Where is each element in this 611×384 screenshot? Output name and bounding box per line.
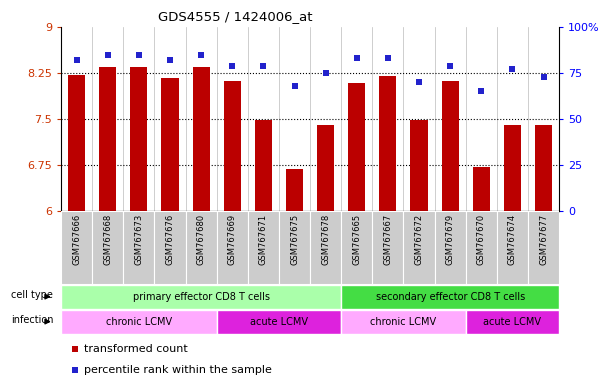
Bar [161,78,178,211]
Text: GSM767680: GSM767680 [197,214,206,265]
Bar [466,310,559,334]
Text: acute LCMV: acute LCMV [483,316,541,327]
Bar [155,211,186,284]
Text: transformed count: transformed count [84,344,188,354]
Bar [411,120,428,211]
Bar [497,211,528,284]
Bar [348,83,365,211]
Bar [434,211,466,284]
Bar [224,81,241,211]
Text: GSM767679: GSM767679 [445,214,455,265]
Bar [61,211,92,284]
Bar [473,167,490,211]
Text: chronic LCMV: chronic LCMV [370,316,436,327]
Text: GSM767670: GSM767670 [477,214,486,265]
Text: GSM767671: GSM767671 [259,214,268,265]
Text: GDS4555 / 1424006_at: GDS4555 / 1424006_at [158,10,313,23]
Text: GSM767677: GSM767677 [539,214,548,265]
Text: secondary effector CD8 T cells: secondary effector CD8 T cells [376,291,525,302]
Text: GSM767665: GSM767665 [353,214,361,265]
Bar [186,211,217,284]
Text: GSM767675: GSM767675 [290,214,299,265]
Bar [99,67,116,211]
Text: acute LCMV: acute LCMV [250,316,308,327]
Bar [341,310,466,334]
Bar [317,125,334,211]
Bar [286,169,303,211]
Bar [192,67,210,211]
Bar [217,211,248,284]
Bar [528,211,559,284]
Bar [442,81,459,211]
Text: cell type: cell type [11,290,53,300]
Text: GSM767669: GSM767669 [228,214,237,265]
Bar [279,211,310,284]
Text: GSM767666: GSM767666 [72,214,81,265]
Bar [61,310,217,334]
Text: GSM767676: GSM767676 [166,214,175,265]
Bar [217,310,341,334]
Bar [535,125,552,211]
Bar [248,211,279,284]
Bar [341,285,559,309]
Text: GSM767674: GSM767674 [508,214,517,265]
Bar [255,120,272,211]
Bar [341,211,372,284]
Bar [310,211,341,284]
Text: GSM767678: GSM767678 [321,214,330,265]
Bar [372,211,403,284]
Text: percentile rank within the sample: percentile rank within the sample [84,365,272,375]
Bar [403,211,434,284]
Bar [123,211,155,284]
Text: GSM767672: GSM767672 [414,214,423,265]
Bar [130,67,147,211]
Bar [61,285,341,309]
Bar [466,211,497,284]
Text: primary effector CD8 T cells: primary effector CD8 T cells [133,291,269,302]
Bar [68,75,85,211]
Text: GSM767673: GSM767673 [134,214,144,265]
Bar [92,211,123,284]
Bar [504,125,521,211]
Text: GSM767667: GSM767667 [383,214,392,265]
Text: chronic LCMV: chronic LCMV [106,316,172,327]
Bar [379,76,397,211]
Text: infection: infection [11,315,54,325]
Text: GSM767668: GSM767668 [103,214,112,265]
